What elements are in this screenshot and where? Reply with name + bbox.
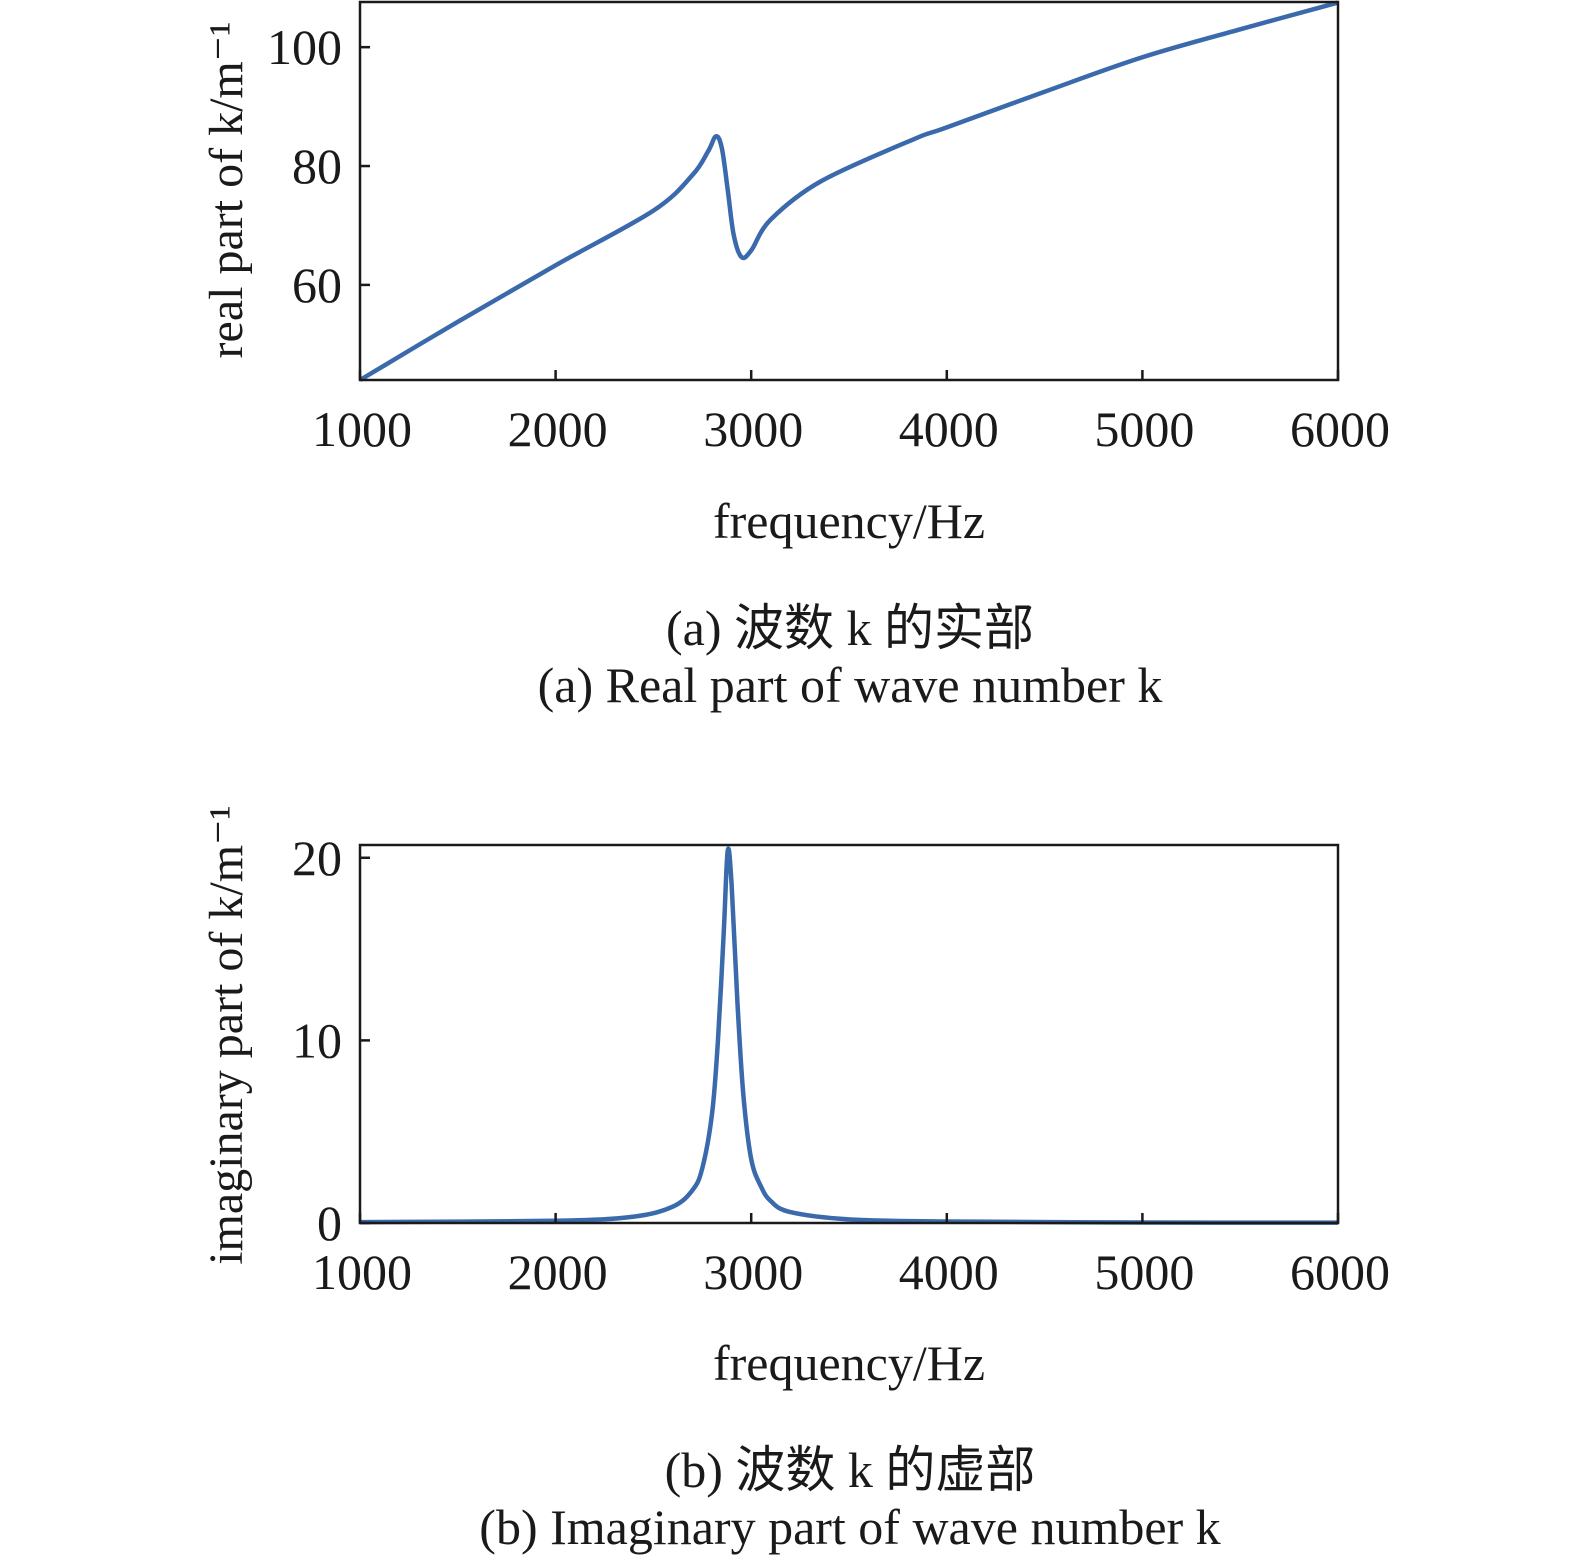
plot-real: 1000 2000 3000 4000 5000 6000 60 80 100 frequency… xyxy=(200,0,1390,549)
data-line xyxy=(359,846,1339,1225)
y-tick-label: 60 xyxy=(292,257,342,313)
x-tick-label: 5000 xyxy=(1094,1244,1194,1300)
y-tick-label: 0 xyxy=(317,1195,342,1251)
caption-a-cn: (a) 波数 k 的实部 xyxy=(666,600,1034,656)
x-tick-label: 4000 xyxy=(899,1244,999,1300)
y-tick-label: 20 xyxy=(292,830,342,886)
y-tick-label: 100 xyxy=(267,19,342,75)
axes-frame xyxy=(358,843,1340,1225)
caption-b-cn: (b) 波数 k 的虚部 xyxy=(664,1442,1036,1498)
x-axis-label: frequency/Hz xyxy=(713,1335,985,1391)
x-tick-label: 3000 xyxy=(703,1244,803,1300)
x-tick-label: 1000 xyxy=(312,401,412,457)
x-tick-label: 2000 xyxy=(508,1244,608,1300)
caption-b-en: (b) Imaginary part of wave number k xyxy=(479,1499,1221,1555)
x-tick-label: 6000 xyxy=(1290,1244,1390,1300)
x-tick-label: 6000 xyxy=(1290,401,1390,457)
x-axis-label: frequency/Hz xyxy=(713,493,985,549)
y-axis-label: real part of k/m⁻¹ xyxy=(200,22,253,359)
axes-frame xyxy=(358,0,1340,382)
x-tick-label: 2000 xyxy=(508,401,608,457)
y-tick-label: 10 xyxy=(292,1012,342,1068)
caption-a-en: (a) Real part of wave number k xyxy=(537,657,1163,713)
x-tick-label: 3000 xyxy=(703,401,803,457)
x-tick-label: 4000 xyxy=(899,401,999,457)
y-axis-label: imaginary part of k/m⁻¹ xyxy=(200,805,253,1265)
y-tick-label: 80 xyxy=(292,138,342,194)
plot-imag: 1000 2000 3000 4000 5000 6000 0 10 20 frequency/H… xyxy=(200,805,1390,1391)
x-tick-label: 1000 xyxy=(312,1244,412,1300)
data-line xyxy=(358,0,1339,382)
x-tick-label: 5000 xyxy=(1094,401,1194,457)
